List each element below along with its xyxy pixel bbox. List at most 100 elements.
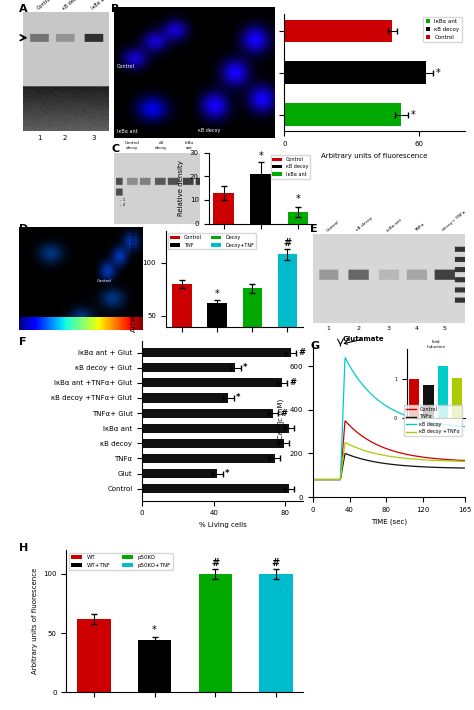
X-axis label: Arbitrary units of fluorescence: Arbitrary units of fluorescence [321,153,428,158]
Y-axis label: Arbitrary units of fluorescence: Arbitrary units of fluorescence [131,226,137,332]
Y-axis label: [Ca²⁺]c (nM): [Ca²⁺]c (nM) [276,399,284,442]
Bar [288,212,308,224]
Y-axis label: Relative density: Relative density [178,160,184,216]
TNFα [462,464,467,472]
Text: κB
decoy: κB decoy [155,141,167,150]
Legend: Control, κB decoy, IκBα ant: Control, κB decoy, IκBα ant [271,155,310,179]
Text: F: F [19,337,27,347]
κB decoy +TNFα [462,457,467,466]
Bar [142,439,283,448]
Text: 2: 2 [63,136,67,141]
Text: 3: 3 [91,136,96,141]
Bar [278,254,297,369]
Text: 5: 5 [442,327,446,332]
Text: Glutamate: Glutamate [342,336,384,344]
Text: *: * [235,393,240,403]
Text: *: * [225,469,229,478]
κB decoy +TNFα [328,475,334,484]
Control [360,432,365,441]
Bar [142,424,289,433]
Text: 1: 1 [326,327,330,332]
TNFα [406,462,411,470]
Y-axis label: Arbitrary units of fluorescence: Arbitrary units of fluorescence [32,568,37,674]
Bar [142,348,291,357]
Control [462,457,467,465]
Text: 1: 1 [36,136,41,141]
Text: Control: Control [36,0,53,11]
Text: #: # [280,409,287,417]
Text: κB decoy: κB decoy [62,0,82,11]
Bar [199,574,232,692]
Bar [142,408,273,417]
Text: 2: 2 [356,327,360,332]
Bar [77,619,110,692]
Text: Control: Control [97,279,111,283]
κB decoy [310,475,316,484]
Line: κB decoy +TNFα: κB decoy +TNFα [313,442,465,479]
Control [420,453,426,462]
κB decoy [328,475,334,484]
TNFα [371,457,376,466]
Bar [142,469,218,478]
Text: #: # [272,557,280,567]
Text: B: B [111,4,120,13]
X-axis label: % Living cells: % Living cells [199,522,246,528]
Text: H: H [19,543,28,553]
Control [342,417,348,425]
Bar [207,303,227,369]
Line: Control: Control [313,421,465,479]
κB decoy +TNFα [420,456,426,464]
Bar [142,364,235,372]
κB decoy [406,413,411,421]
Text: TNFα: TNFα [414,222,425,232]
Text: decoy+ TNFα: decoy+ TNFα [442,210,467,232]
Control [328,475,334,484]
Line: TNFα: TNFα [313,454,465,479]
X-axis label: TIME (sec): TIME (sec) [371,518,407,525]
Bar [138,640,171,692]
TNFα [360,455,365,464]
Bar [284,20,392,43]
Bar [142,393,228,403]
κB decoy +TNFα [420,456,426,464]
κB decoy [420,417,426,425]
κB decoy +TNFα [360,446,365,454]
Text: #: # [283,238,292,248]
Text: E: E [310,224,318,234]
Bar [142,484,289,493]
Text: *: * [152,625,157,635]
Text: TNF: TNF [23,320,35,324]
Text: #: # [298,348,305,357]
Text: - 1
- 2: - 1 - 2 [119,198,125,207]
κB decoy +TNFα [406,454,411,463]
Text: IκBα ant: IκBα ant [386,217,402,232]
κB decoy [420,417,426,425]
Bar [213,193,234,224]
Text: D: D [19,224,28,234]
Text: *: * [215,289,219,299]
Text: G: G [310,341,319,351]
Bar [243,288,262,369]
Bar [142,454,275,463]
Text: *: * [410,109,415,119]
Bar [142,378,282,388]
Text: #: # [289,378,296,388]
Line: κB decoy: κB decoy [313,358,465,479]
Text: κB decoy: κB decoy [198,128,220,133]
TNFα [420,462,426,471]
Legend: IκBα ant, κB decoy, Control: IκBα ant, κB decoy, Control [423,17,462,42]
Legend: Control, TNFα, κB decoy, κB decoy +TNFα: Control, TNFα, κB decoy, κB decoy +TNFα [404,405,462,436]
Bar [284,61,426,84]
TNFα [328,475,334,484]
Text: *: * [243,364,247,372]
Text: IκBα ant: IκBα ant [90,0,109,11]
κB decoy +TNFα [310,475,316,484]
κB decoy +TNFα [371,449,376,457]
Text: Control
decoy: Control decoy [125,141,140,150]
Control [420,453,426,462]
Text: 3: 3 [387,327,391,332]
Text: *: * [295,195,300,204]
κB decoy [371,392,376,400]
Text: #: # [211,557,219,567]
TNFα [310,475,316,484]
